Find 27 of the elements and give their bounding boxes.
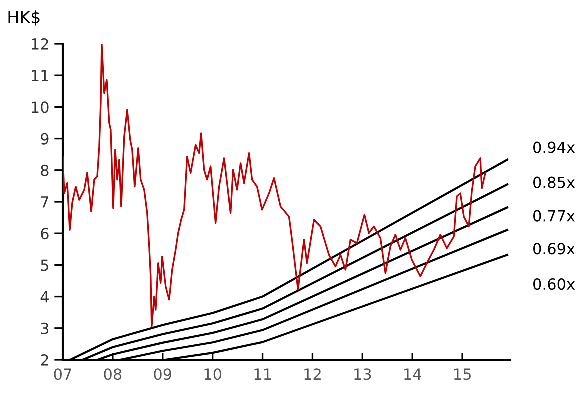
y-tick-label: 9 <box>41 133 49 145</box>
x-tick-label: 10 <box>204 368 222 380</box>
line-series <box>63 44 486 328</box>
y-tick-label: 7 <box>41 196 48 208</box>
x-tick-label: 11 <box>254 368 272 380</box>
y-tick-label: 3 <box>41 322 49 334</box>
y-tick-label: 2 <box>41 354 48 366</box>
y-tick-label: 12 <box>32 38 48 50</box>
y-tick-label: 10 <box>32 102 49 114</box>
x-tick-label: 12 <box>304 368 321 380</box>
x-tick-label: 09 <box>154 368 172 380</box>
y-tick-label: 8 <box>41 164 49 176</box>
series-label: 0.94x <box>534 142 576 154</box>
series-label: 0.77x <box>534 210 576 222</box>
text: 0.60x <box>534 278 576 290</box>
y-tick-label: 6 <box>41 228 49 240</box>
x-tick-label: 07 <box>54 368 72 380</box>
series-label: 0.85x <box>534 176 576 188</box>
x-tick-label: 14 <box>404 368 422 380</box>
series-label: 0.69x <box>534 243 576 255</box>
x-tick-label: 08 <box>104 368 122 380</box>
y-tick-label: 4 <box>40 291 49 303</box>
x-tick-label: 15 <box>454 368 471 380</box>
y-tick-label: 5 <box>41 260 48 272</box>
x-tick-label: 13 <box>354 368 372 380</box>
y-tick-label: 11 <box>32 70 48 82</box>
y-axis-title: HK$ <box>8 10 40 26</box>
